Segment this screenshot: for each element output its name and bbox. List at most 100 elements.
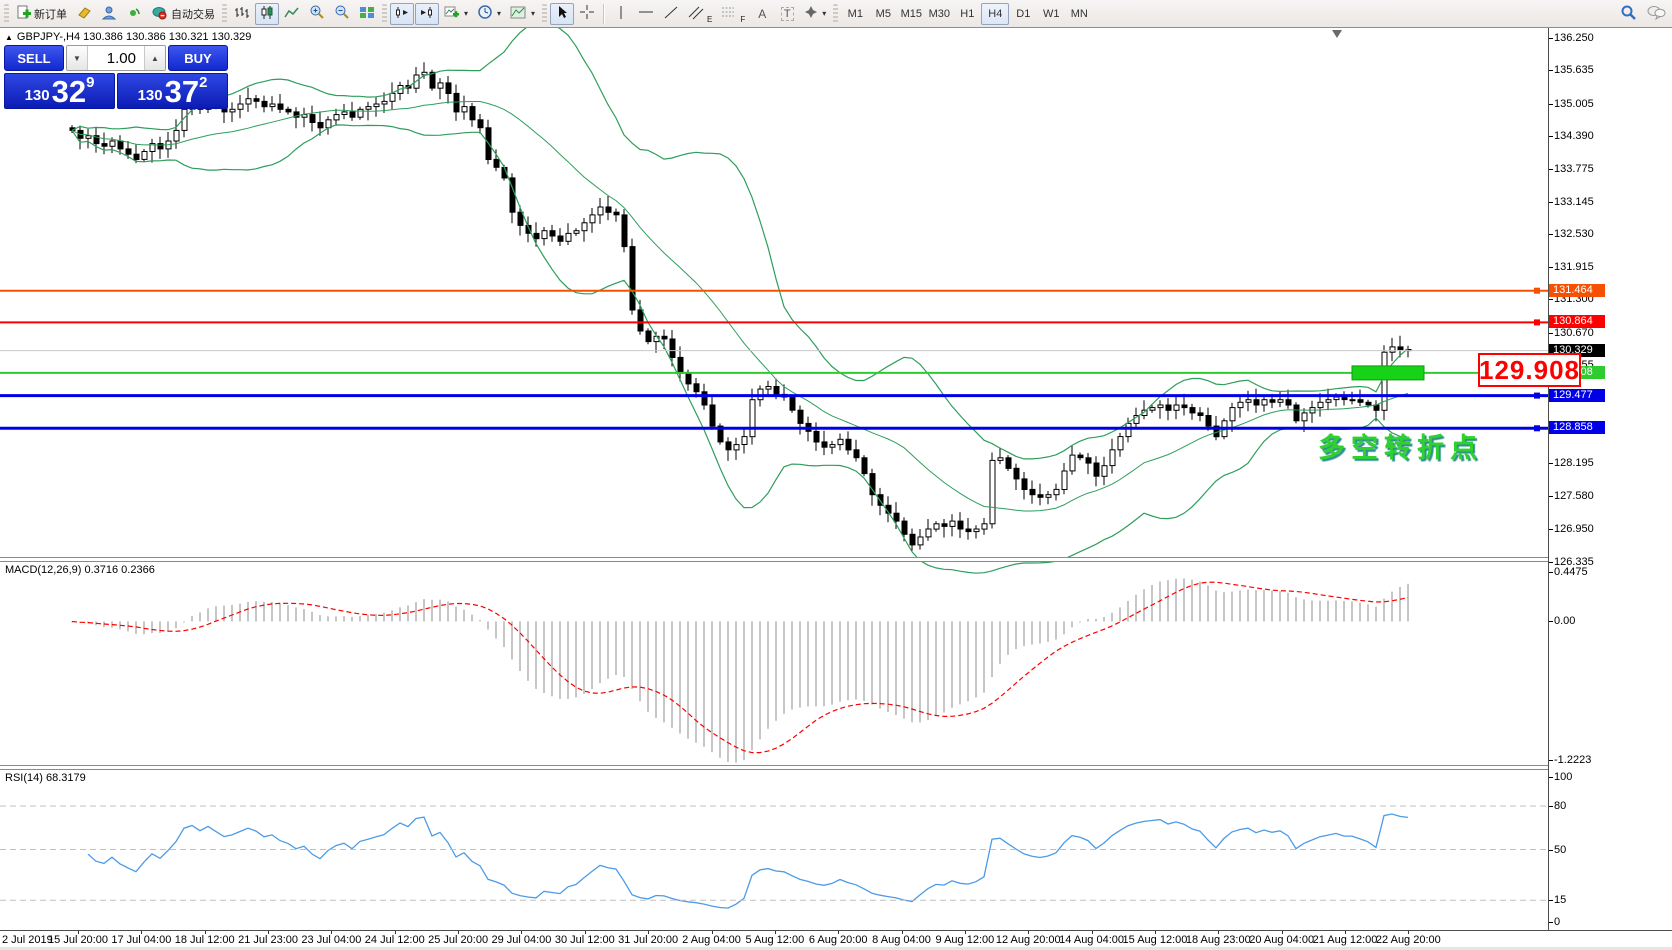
macd-histogram-bar (895, 621, 897, 715)
candlestick-button[interactable] (255, 2, 279, 25)
timeframe-h1[interactable]: H1 (960, 7, 975, 20)
volume-input[interactable]: 1.00 (106, 49, 136, 67)
macd-histogram-bar (1215, 590, 1217, 622)
timeframe-m15[interactable]: M15 (900, 7, 922, 20)
volume-increase-button[interactable]: ▲ (144, 46, 165, 70)
timeframe-m1[interactable]: M1 (847, 7, 863, 20)
timeframe-m5[interactable]: M5 (875, 7, 891, 20)
horizontal-line-button[interactable] (634, 3, 658, 25)
cursor-button[interactable] (550, 2, 575, 25)
buy-button[interactable]: BUY (168, 45, 228, 71)
chat-button[interactable] (1642, 3, 1670, 25)
eraser-button[interactable] (72, 3, 96, 25)
signal-button[interactable] (122, 3, 146, 25)
fibonacci-button[interactable]: F (717, 3, 749, 25)
sell-price-display[interactable]: 130 32 9 (4, 73, 115, 109)
candle-body (893, 512, 900, 522)
macd-histogram-bar (775, 621, 777, 721)
macd-histogram-bar (727, 621, 729, 762)
chart-shift-button[interactable] (390, 2, 414, 25)
candle-body (701, 391, 708, 406)
time-tick (204, 931, 206, 934)
price-label-128.858[interactable]: 128.858 (1549, 421, 1605, 435)
price-label-131.464[interactable]: 131.464 (1549, 283, 1605, 297)
timeframe-mn[interactable]: MN (1070, 7, 1088, 20)
periods-icon (477, 4, 493, 23)
toolbar-grip[interactable] (382, 3, 387, 24)
price-annotation-box[interactable]: 129.908 (1478, 353, 1581, 387)
zoom-in-button[interactable] (305, 3, 329, 25)
candle-body (157, 143, 164, 150)
profile-button[interactable] (97, 3, 121, 25)
bottom-scroll-strip[interactable] (0, 947, 1672, 950)
new-order-button[interactable]: 新订单 (12, 3, 71, 25)
trendline-button[interactable] (659, 3, 683, 25)
macd-histogram-bar (167, 621, 169, 632)
green-rectangle-annotation[interactable] (1351, 365, 1425, 381)
line-chart-button[interactable] (280, 3, 304, 25)
arrows-button[interactable]: ▾ (800, 3, 830, 25)
candle-body (141, 151, 148, 160)
pane-separator-macd[interactable] (0, 557, 1548, 562)
templates-button[interactable]: ▾ (506, 3, 539, 25)
search-button[interactable] (1616, 3, 1641, 25)
candle-body (605, 206, 612, 213)
line-handle[interactable] (1534, 425, 1540, 432)
macd-histogram-bar (327, 616, 329, 622)
buy-price-display[interactable]: 130 37 2 (117, 73, 228, 109)
new-chart-button[interactable]: ▾ (440, 3, 472, 25)
chart-shift-marker[interactable] (1332, 30, 1342, 38)
tile-windows-button[interactable] (355, 3, 379, 25)
sell-button[interactable]: SELL (4, 45, 64, 71)
buy-price-prefix: 130 (137, 87, 163, 104)
macd-histogram-bar (623, 621, 625, 677)
macd-histogram-bar (575, 621, 577, 698)
candle-body (1245, 399, 1252, 403)
time-label: 22 Aug 20:00 (1375, 934, 1441, 946)
window-collapse-icon[interactable]: ▲ (5, 32, 13, 42)
bollinger-middle-band (71, 101, 1409, 512)
auto-trading-button[interactable]: 自动交易 (147, 3, 219, 25)
auto-scroll-button[interactable] (415, 2, 439, 25)
text-label-icon: T (780, 6, 794, 21)
volume-decrease-button[interactable]: ▼ (67, 46, 88, 70)
periods-button[interactable]: ▾ (473, 3, 505, 25)
candle-body (1053, 488, 1060, 496)
toolbar-grip[interactable] (4, 3, 9, 24)
macd-histogram-bar (1271, 590, 1273, 622)
macd-histogram-bar (399, 607, 401, 622)
time-label: 21 Aug 12:00 (1312, 934, 1378, 946)
macd-histogram-bar (1183, 578, 1185, 622)
line-handle[interactable] (1534, 392, 1540, 399)
bar-chart-button[interactable] (230, 3, 254, 25)
text-button[interactable]: A (750, 3, 774, 25)
text-label-button[interactable]: T (775, 3, 799, 25)
macd-histogram-bar (743, 621, 745, 761)
zoom-out-button[interactable] (330, 3, 354, 25)
macd-histogram-bar (1351, 601, 1353, 622)
toolbar-grip[interactable] (833, 3, 839, 24)
line-handle[interactable] (1534, 287, 1540, 294)
time-label: 15 Jul 20:00 (48, 934, 108, 946)
candle-body (349, 111, 356, 118)
chinese-annotation[interactable]: 多空转折点 (1318, 433, 1483, 463)
channel-button[interactable]: E (684, 3, 716, 25)
timeframe-d1[interactable]: D1 (1016, 7, 1031, 20)
price-label-129.477[interactable]: 129.477 (1549, 388, 1605, 402)
time-label: 24 Jul 12:00 (364, 934, 425, 946)
macd-histogram-bar (1335, 600, 1337, 622)
macd-histogram-bar (855, 621, 857, 700)
toolbar-grip[interactable] (222, 3, 227, 24)
price-label-130.864[interactable]: 130.864 (1549, 315, 1605, 329)
timeframe-w1[interactable]: W1 (1043, 7, 1060, 20)
pane-separator-rsi[interactable] (0, 765, 1548, 770)
toolbar-grip[interactable] (542, 3, 548, 24)
time-tick (394, 931, 396, 934)
macd-histogram-bar (271, 602, 273, 622)
line-handle[interactable] (1534, 319, 1540, 326)
crosshair-button[interactable] (575, 3, 599, 25)
timeframe-m30[interactable]: M30 (928, 7, 950, 20)
timeframe-h4[interactable]: H4 (981, 2, 1010, 25)
vertical-line-button[interactable] (609, 3, 633, 25)
